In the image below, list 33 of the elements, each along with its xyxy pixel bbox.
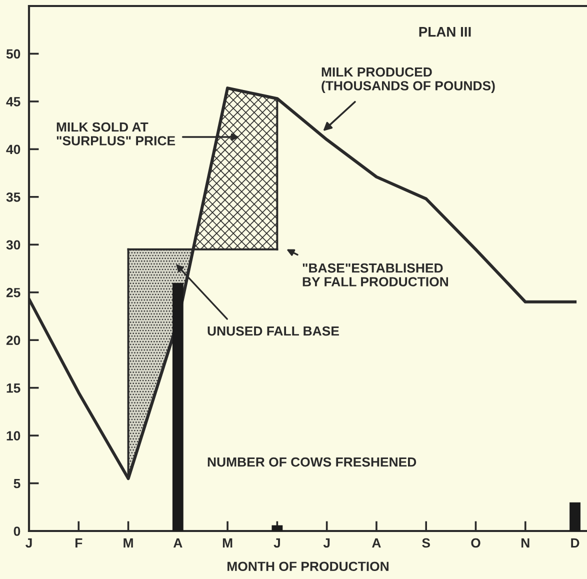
x-tick-label: J — [323, 538, 330, 548]
annotation: "BASE"ESTABLISHED BY FALL PRODUCTION — [302, 263, 448, 286]
x-tick-label: N — [521, 538, 530, 548]
x-tick-label: A — [173, 538, 182, 548]
y-tick-label: 5 — [14, 478, 20, 488]
x-tick-label: S — [422, 538, 430, 548]
x-tick-label: M — [124, 538, 133, 548]
y-tick-label: 30 — [6, 240, 20, 250]
y-tick-label: 0 — [14, 526, 20, 536]
annotation: MILK SOLD AT "SURPLUS" PRICE — [56, 122, 176, 146]
x-axis-title: MONTH OF PRODUCTION — [228, 562, 388, 572]
y-tick-label: 20 — [6, 336, 20, 345]
bar — [570, 502, 580, 531]
y-tick-label: 45 — [6, 97, 20, 106]
y-tick-label: 10 — [6, 431, 20, 440]
y-tick-label: 35 — [6, 192, 20, 202]
text: PLAN III — [419, 27, 471, 37]
text: MILK PRODUCED (THOUSANDS OF POUNDS) — [322, 67, 495, 94]
y-tick-label: 15 — [6, 384, 20, 393]
y-tick-label: 25 — [6, 288, 20, 298]
annotation: UNUSED FALL BASE — [208, 326, 339, 336]
x-tick-label: O — [471, 538, 480, 548]
x-tick-label: J — [274, 538, 280, 548]
x-tick-label: J — [26, 538, 32, 548]
y-tick-label: 50 — [6, 49, 20, 59]
x-tick-label: F — [75, 538, 82, 548]
series-label: NUMBER OF COWS FRESHENED — [208, 457, 416, 467]
y-tick-label: 40 — [6, 144, 20, 154]
x-tick-label: A — [372, 538, 381, 548]
x-tick-label: M — [222, 538, 232, 548]
bar — [172, 282, 184, 531]
x-tick-label: D — [571, 538, 580, 548]
bar — [272, 525, 283, 531]
